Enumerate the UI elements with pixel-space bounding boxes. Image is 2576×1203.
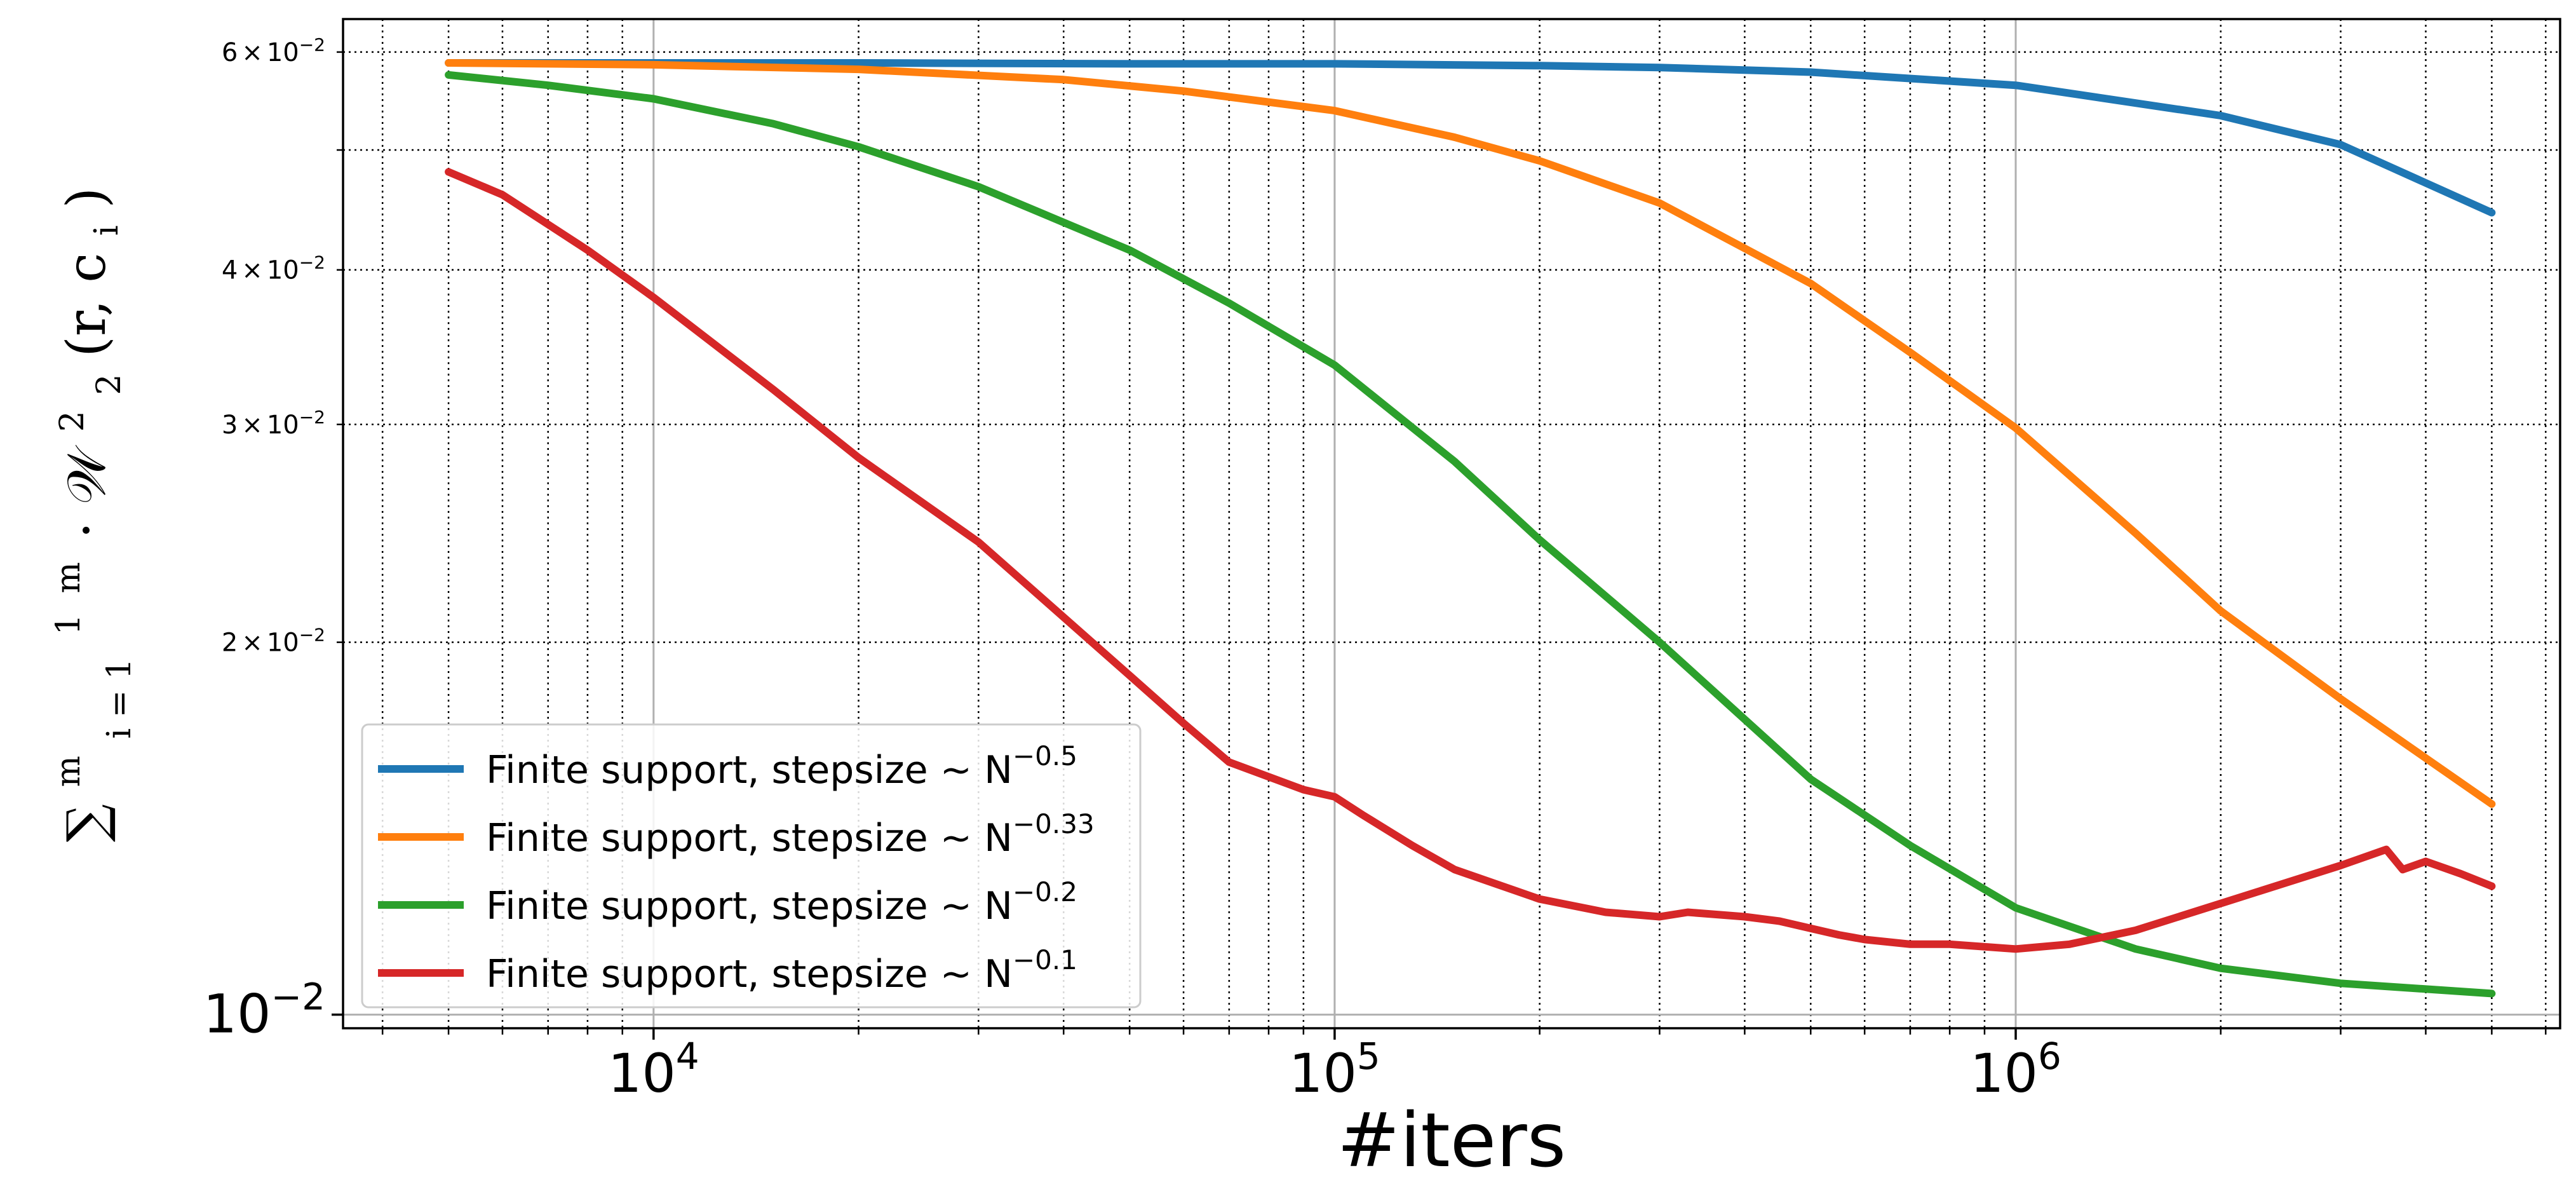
y-tick-label-exp: −2 xyxy=(299,625,325,646)
y-tick-label-base: 10 xyxy=(267,38,299,67)
x-tick-label: 106 xyxy=(1970,1035,2061,1104)
y-label-rest: · 𝒲 xyxy=(55,445,118,538)
y-label-sum-lower: i = 1 xyxy=(100,658,138,738)
y-tick-label: 3 × 10−2 xyxy=(222,407,325,440)
x-tick-label-exp: 5 xyxy=(1357,1035,1380,1078)
y-label-frac-den: m xyxy=(50,562,88,593)
x-tick-label-base: 10 xyxy=(1970,1042,2038,1104)
y-tick-label-base: 10 xyxy=(267,629,299,658)
y-label-sum-upper: m xyxy=(50,756,88,787)
legend-label-3: Finite support, stepsize ~ N−0.1 xyxy=(486,944,1077,996)
legend-label-exp: −0.33 xyxy=(1013,808,1095,839)
legend-label-text: Finite support, stepsize ~ N xyxy=(486,884,1013,928)
y-label-sum: ∑ xyxy=(55,804,118,842)
legend-label-exp: −0.1 xyxy=(1013,944,1077,975)
legend-label-text: Finite support, stepsize ~ N xyxy=(486,748,1013,792)
x-axis-label: #iters xyxy=(1337,1096,1567,1184)
y-label-args: (r, c xyxy=(55,253,118,357)
x-tick-label-exp: 4 xyxy=(676,1035,699,1078)
series-line-1 xyxy=(445,59,2496,808)
plot-frame xyxy=(342,18,2561,1030)
y-label-rest-sub: 2 xyxy=(90,374,128,395)
y-label-frac-num: 1 xyxy=(50,614,88,635)
y-tick-label-mant: 4 xyxy=(222,256,238,285)
legend-label-0: Finite support, stepsize ~ N−0.5 xyxy=(486,740,1077,792)
x-tick-label-exp: 6 xyxy=(2038,1035,2061,1078)
y-tick-label-exp: −2 xyxy=(299,34,325,55)
x-tick-label: 104 xyxy=(608,1035,699,1104)
legend-label-text: Finite support, stepsize ~ N xyxy=(486,816,1013,860)
series-line-0 xyxy=(445,59,2496,217)
y-tick-label: 4 × 10−2 xyxy=(222,252,325,285)
y-tick-label-exp: −2 xyxy=(271,975,326,1019)
y-tick-label-mant: 2 xyxy=(222,629,238,658)
y-tick-label-mant: 3 xyxy=(222,411,238,440)
y-label-args-sub: i xyxy=(88,225,126,236)
legend-label-1: Finite support, stepsize ~ N−0.33 xyxy=(486,808,1095,860)
x-tick-label-base: 10 xyxy=(608,1042,676,1104)
y-tick-label-times: × xyxy=(241,411,263,440)
y-tick-label-exp: −2 xyxy=(299,252,325,273)
y-label-args-close: ) xyxy=(55,187,118,208)
y-tick-label-times: × xyxy=(241,256,263,285)
y-tick-label-times: × xyxy=(241,38,263,67)
x-tick-label-base: 10 xyxy=(1289,1042,1357,1104)
y-tick-label-base: 10 xyxy=(267,411,299,440)
y-tick-label-times: × xyxy=(241,629,263,658)
y-tick-label: 2 × 10−2 xyxy=(222,625,325,658)
legend-label-2: Finite support, stepsize ~ N−0.2 xyxy=(486,876,1077,928)
legend-label-exp: −0.5 xyxy=(1013,740,1077,771)
legend-box xyxy=(361,723,1142,1009)
y-tick-label-mant: 6 xyxy=(222,38,238,67)
series-lines xyxy=(445,59,2496,998)
y-label-rest-sup: 2 xyxy=(53,411,91,432)
y-axis-label: ∑ m i = 1 1 m · 𝒲 2 2 (r, c i ) xyxy=(30,187,143,842)
x-tick-label: 105 xyxy=(1289,1035,1380,1104)
series-line-2 xyxy=(445,71,2496,998)
series-line-3 xyxy=(445,168,2496,953)
legend-label-exp: −0.2 xyxy=(1013,876,1077,907)
y-tick-label-base: 10 xyxy=(203,983,271,1045)
legend-label-text: Finite support, stepsize ~ N xyxy=(486,952,1013,996)
y-tick-label: 10−2 xyxy=(203,975,325,1045)
y-tick-label-base: 10 xyxy=(267,256,299,285)
y-tick-label-exp: −2 xyxy=(299,407,325,428)
y-tick-label: 6 × 10−2 xyxy=(222,34,325,67)
